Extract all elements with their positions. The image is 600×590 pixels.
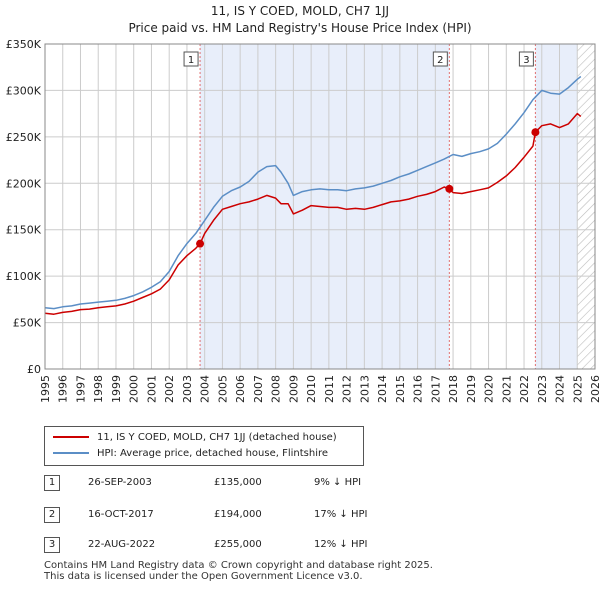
x-tick-label: 2017 — [429, 375, 442, 403]
sale-label-box — [518, 51, 534, 67]
sale-date: 16-OCT-2017 — [88, 509, 154, 520]
chart-subtitle: Price paid vs. HM Land Registry's House … — [128, 21, 472, 35]
y-tick-label: £200K — [6, 177, 42, 190]
x-tick-label: 2023 — [536, 375, 549, 403]
legend-label-property: 11, IS Y COED, MOLD, CH7 1JJ (detached h… — [97, 432, 337, 443]
x-tick-label: 2026 — [589, 375, 600, 403]
x-tick-label: 2014 — [376, 375, 389, 403]
y-tick-label: £100K — [6, 270, 42, 283]
x-tick-label: 2010 — [305, 375, 318, 403]
hpi-line — [44, 75, 582, 310]
sale-date: 26-SEP-2003 — [88, 477, 152, 488]
sale-point — [196, 239, 205, 248]
y-tick-label: £150K — [6, 224, 42, 237]
future-hatch — [577, 44, 595, 369]
shaded-range — [535, 44, 578, 369]
sale-label-box — [432, 51, 448, 67]
y-tick-label: £0 — [27, 363, 41, 376]
x-tick-label: 2019 — [465, 375, 478, 403]
x-tick-label: 2013 — [358, 375, 371, 403]
legend-item-property: 11, IS Y COED, MOLD, CH7 1JJ (detached h… — [53, 431, 337, 445]
x-tick-label: 1996 — [57, 375, 70, 403]
x-tick-label: 2002 — [163, 375, 176, 403]
price-chart: 1 2 3 £0 £50K £100K £150K £200K £250K £300K £350K… — [6, 38, 600, 403]
sale-hpi-diff: 17% ↓ HPI — [314, 509, 368, 520]
table-row: 2 16-OCT-2017 £194,000 17% ↓ HPI — [44, 507, 444, 523]
y-tick-label: £300K — [6, 84, 42, 97]
x-tick-label: 2005 — [216, 375, 229, 403]
x-tick-label: 2003 — [181, 375, 194, 403]
sale-hpi-diff: 12% ↓ HPI — [314, 539, 368, 550]
table-row: 1 26-SEP-2003 £135,000 9% ↓ HPI — [44, 475, 444, 491]
x-tick-label: 1999 — [110, 375, 123, 403]
x-tick-label: 2025 — [571, 375, 584, 403]
legend-swatch-red — [53, 436, 89, 438]
footer-line-1: Contains HM Land Registry data © Crown c… — [44, 560, 433, 571]
x-tick-label: 2024 — [554, 375, 567, 403]
sale-point — [531, 128, 540, 137]
sale-point — [445, 184, 454, 193]
x-tick-label: 2007 — [252, 375, 265, 403]
sale-number: 1 — [44, 475, 60, 491]
legend-item-hpi: HPI: Average price, detached house, Flin… — [53, 447, 328, 461]
sale-price: £135,000 — [214, 477, 262, 488]
x-tick-label: 2015 — [394, 375, 407, 403]
x-tick-label: 1998 — [92, 375, 105, 403]
property-price-line — [44, 112, 582, 315]
plot-frame — [44, 43, 596, 370]
x-tick-label: 2021 — [500, 375, 513, 403]
table-row: 3 22-AUG-2022 £255,000 12% ↓ HPI — [44, 537, 444, 553]
sale-date: 22-AUG-2022 — [88, 539, 156, 550]
sale-label: 2 — [437, 55, 443, 66]
sale-number: 2 — [44, 507, 60, 523]
x-tick-label: 2020 — [483, 375, 496, 403]
x-tick-label: 1997 — [74, 375, 87, 403]
x-tick-label: 2016 — [412, 375, 425, 403]
x-tick-label: 2008 — [270, 375, 283, 403]
x-tick-label: 2011 — [323, 375, 336, 403]
x-tick-label: 2009 — [287, 375, 300, 403]
x-tick-label: 2001 — [145, 375, 158, 403]
x-tick-label: 2012 — [341, 375, 354, 403]
sale-price: £194,000 — [214, 509, 262, 520]
sale-label: 1 — [188, 55, 194, 66]
y-tick-label: £250K — [6, 131, 42, 144]
x-tick-label: 2022 — [518, 375, 531, 403]
sale-number: 3 — [44, 537, 60, 553]
sale-hpi-diff: 9% ↓ HPI — [314, 477, 362, 488]
chart-title: 11, IS Y COED, MOLD, CH7 1JJ — [210, 4, 390, 18]
sale-price: £255,000 — [214, 539, 262, 550]
footer: Contains HM Land Registry data © Crown c… — [44, 560, 433, 582]
y-tick-label: £50K — [13, 317, 42, 330]
x-tick-label: 1995 — [39, 375, 52, 403]
sale-label: 3 — [523, 55, 529, 66]
footer-line-2: This data is licensed under the Open Gov… — [44, 571, 363, 582]
legend-swatch-blue — [53, 452, 89, 454]
x-tick-label: 2018 — [447, 375, 460, 403]
x-tick-label: 2000 — [128, 375, 141, 403]
legend: 11, IS Y COED, MOLD, CH7 1JJ (detached h… — [44, 426, 364, 466]
sale-label-box — [183, 51, 199, 67]
x-tick-label: 2004 — [199, 375, 212, 403]
x-tick-label: 2006 — [234, 375, 247, 403]
y-tick-label: £350K — [6, 38, 42, 51]
legend-label-hpi: HPI: Average price, detached house, Flin… — [97, 448, 329, 459]
